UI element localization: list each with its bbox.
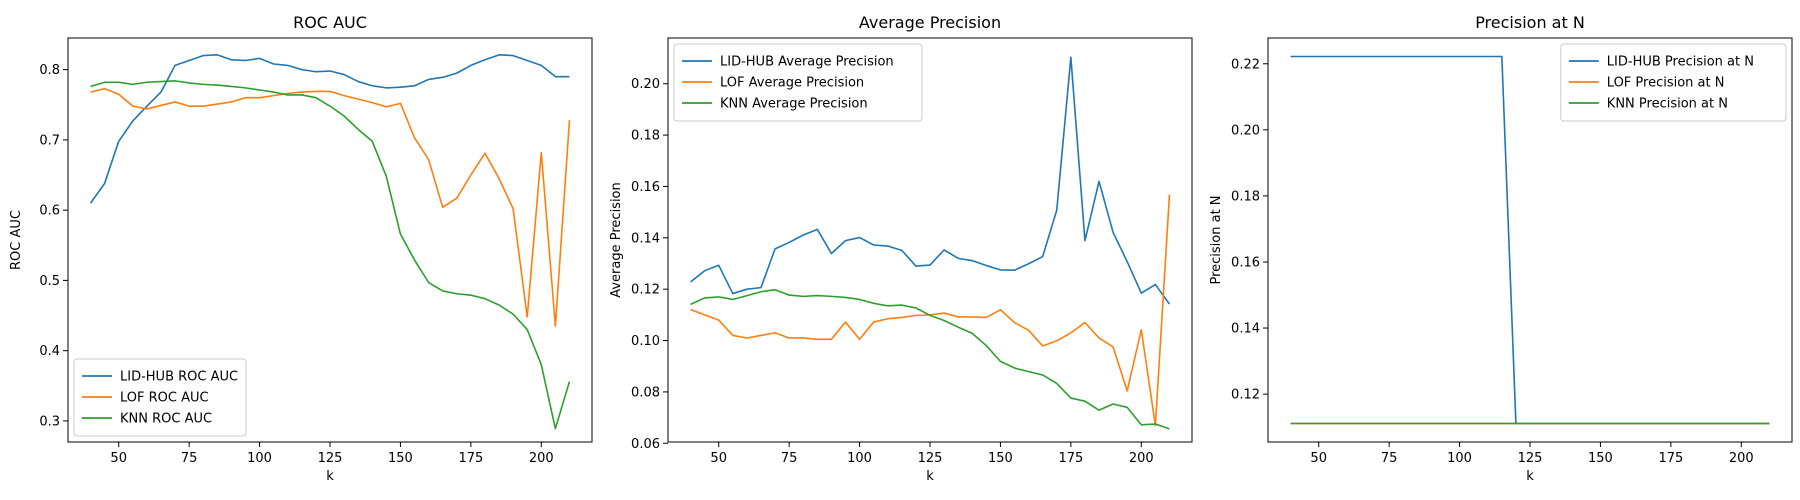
y-tick-label: 0.08 (631, 385, 660, 400)
y-tick-label: 0.20 (1231, 123, 1260, 138)
x-tick-label: 200 (529, 451, 554, 466)
y-tick-label: 0.4 (39, 344, 60, 359)
legend-entry: LID-HUB ROC AUC (120, 370, 238, 385)
series-line-1 (690, 56, 1171, 305)
y-tick-label: 0.7 (39, 133, 60, 148)
legend-box (73, 358, 247, 437)
legend-entry: LOF ROC AUC (120, 391, 209, 406)
x-axis-label: k (326, 469, 334, 484)
x-tick-label: 150 (388, 451, 413, 466)
legend-box (1560, 43, 1787, 122)
chart-panel-2: Average Precision 50 75 100 125 150 175 200 0.06… (609, 13, 1193, 484)
chart-title: Average Precision (859, 13, 1001, 32)
x-tick-label: 150 (988, 451, 1013, 466)
legend: LID-HUB ROC AUC LOF ROC AUC KNN ROC AUC (73, 358, 247, 437)
y-tick-label: 0.20 (631, 77, 660, 92)
chart-title: Precision at N (1475, 13, 1585, 32)
y-tick-label: 0.12 (1231, 388, 1260, 403)
legend-box (673, 43, 923, 122)
x-tick-label: 175 (1658, 451, 1683, 466)
x-tick-label: 125 (318, 451, 343, 466)
series-line-2 (90, 87, 571, 327)
y-axis-label: Average Precision (609, 182, 624, 298)
y-tick-label: 0.18 (1231, 189, 1260, 204)
x-tick-label: 100 (247, 451, 272, 466)
x-tick-label: 75 (181, 451, 198, 466)
plot-frame (1267, 37, 1793, 443)
y-tick-label: 0.16 (631, 180, 660, 195)
legend-entry: LID-HUB Average Precision (720, 55, 894, 70)
y-tick-label: 0.18 (631, 129, 660, 144)
legend: LID-HUB Average Precision LOF Average Pre… (673, 43, 923, 122)
x-tick-label: 50 (710, 451, 727, 466)
y-axis-label: ROC AUC (9, 210, 24, 270)
y-tick-label: 0.6 (39, 204, 60, 219)
legend-entry: LOF Precision at N (1607, 76, 1725, 91)
legend-entry: LID-HUB Precision at N (1607, 55, 1754, 70)
x-tick-label: 175 (1058, 451, 1083, 466)
x-tick-label: 175 (458, 451, 483, 466)
x-axis-label: k (926, 469, 934, 484)
x-tick-label: 150 (1588, 451, 1613, 466)
plot-frame (67, 37, 593, 443)
x-tick-label: 50 (1310, 451, 1327, 466)
x-tick-label: 50 (110, 451, 127, 466)
plot-frame (667, 37, 1193, 443)
x-tick-label: 75 (781, 451, 798, 466)
series-line-2 (690, 194, 1171, 427)
y-tick-label: 0.12 (631, 283, 660, 298)
series-line-1 (89, 54, 570, 204)
y-tick-label: 0.5 (39, 274, 60, 289)
x-tick-label: 125 (918, 451, 943, 466)
y-tick-label: 0.06 (631, 437, 660, 452)
legend-entry: KNN ROC AUC (120, 412, 212, 427)
series-line-3 (690, 288, 1170, 430)
x-tick-label: 75 (1381, 451, 1398, 466)
y-tick-label: 0.14 (631, 231, 660, 246)
y-tick-label: 0.10 (631, 334, 660, 349)
chart-title: ROC AUC (293, 13, 367, 32)
x-tick-label: 100 (847, 451, 872, 466)
y-tick-label: 0.16 (1231, 255, 1260, 270)
legend-entry: LOF Average Precision (720, 76, 864, 91)
legend-entry: KNN Average Precision (720, 97, 868, 112)
legend-entry: KNN Precision at N (1607, 97, 1728, 112)
x-axis-label: k (1526, 469, 1534, 484)
x-tick-label: 200 (1729, 451, 1754, 466)
x-tick-label: 100 (1447, 451, 1472, 466)
x-tick-label: 125 (1518, 451, 1543, 466)
y-tick-label: 0.22 (1231, 57, 1260, 72)
chart-panel-3: Precision at N 50 75 100 125 150 175 200 0.12 0.1… (1209, 13, 1793, 484)
x-tick-label: 200 (1129, 451, 1154, 466)
y-tick-label: 0.14 (1231, 322, 1260, 337)
series-line-3 (90, 80, 571, 430)
y-axis-label: Precision at N (1209, 195, 1224, 284)
legend: LID-HUB Precision at N LOF Precision at N… (1560, 43, 1787, 122)
y-tick-label: 0.8 (39, 63, 60, 78)
y-tick-label: 0.3 (39, 414, 60, 429)
chart-panel-1: ROC AUC 50 75 100 125 150 175 200 0.3 0.4 0.5 0.6 0.… (9, 13, 593, 484)
